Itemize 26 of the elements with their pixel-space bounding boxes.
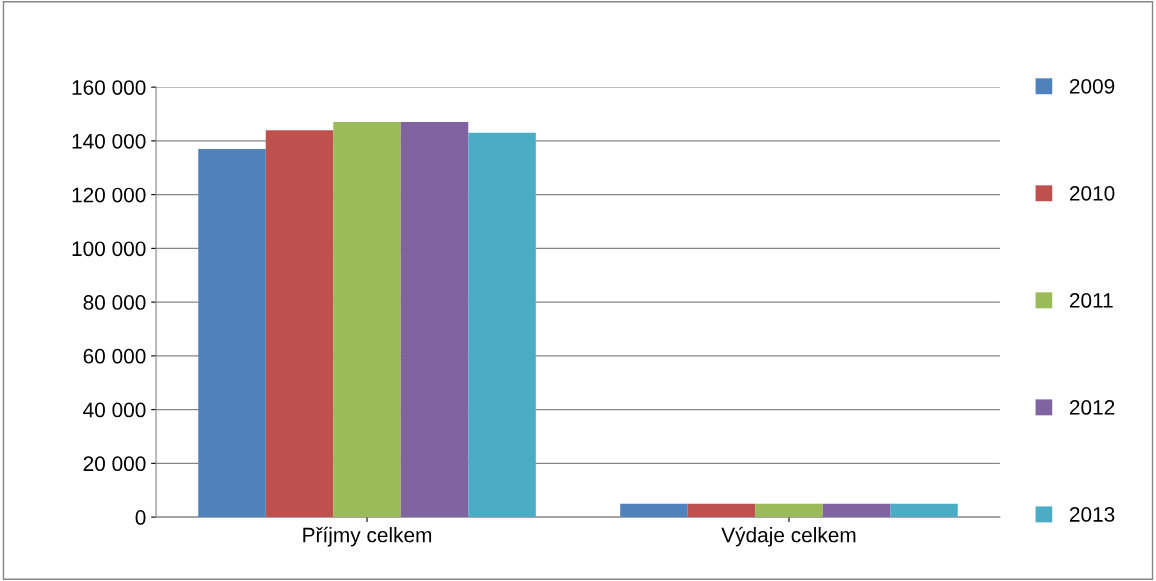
bar	[400, 122, 469, 518]
y-tick-label: 160 000	[72, 80, 146, 95]
bar	[198, 148, 266, 518]
y-tick-label: 40 000	[83, 402, 146, 418]
y-tick-label: 0	[135, 510, 146, 525]
bar	[265, 130, 334, 518]
legend-label: 2013	[1069, 507, 1115, 522]
y-tick-label: 100 000	[72, 241, 146, 257]
x-tick-label: Výdaje celkem	[721, 526, 856, 547]
bar	[333, 122, 401, 518]
bar	[890, 503, 958, 518]
bar	[620, 503, 688, 518]
y-tick-label: 60 000	[83, 348, 146, 364]
bar	[755, 503, 823, 518]
y-tick-label: 80 000	[83, 295, 146, 310]
y-tick-label: 140 000	[72, 133, 146, 149]
legend-label: 2010	[1069, 185, 1115, 201]
y-tick-label: 20 000	[83, 456, 146, 472]
bar	[822, 503, 891, 518]
x-tick-label: Příjmy celkem	[303, 526, 432, 547]
legend-label: 2011	[1069, 293, 1113, 308]
legend-label: 2009	[1069, 78, 1115, 94]
y-tick-label: 120 000	[72, 187, 146, 203]
legend-label: 2012	[1069, 400, 1115, 415]
bar	[687, 503, 756, 518]
bar	[468, 132, 536, 518]
